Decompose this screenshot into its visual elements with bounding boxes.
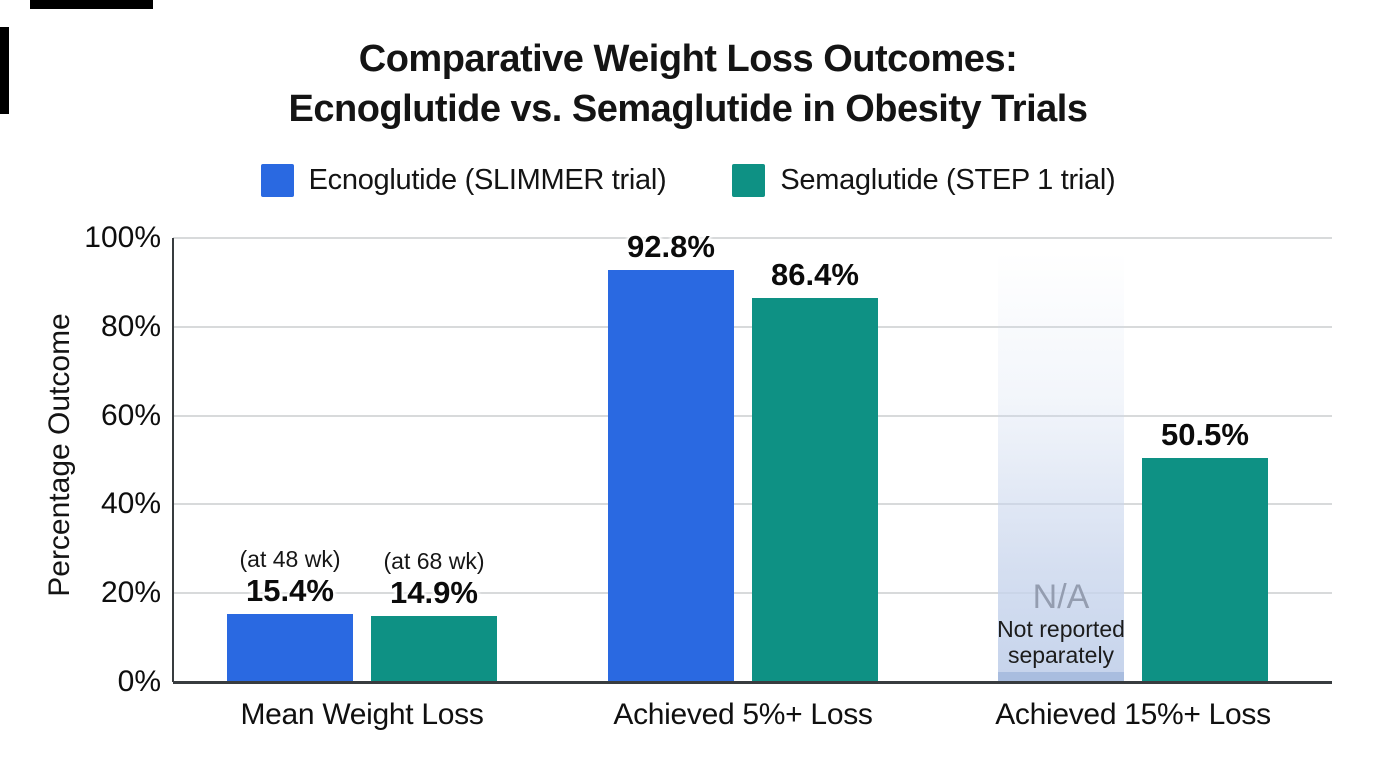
x-axis-category-label: Achieved 15%+ Loss	[995, 698, 1271, 731]
chart-title-line1: Comparative Weight Loss Outcomes:	[358, 38, 1018, 80]
bar-annotation: (at 68 wk)	[383, 547, 485, 574]
y-axis-line	[172, 238, 174, 682]
legend-swatch-ecnoglutide	[260, 164, 294, 197]
y-axis-tick-label: 80%	[100, 309, 161, 343]
bar	[608, 269, 734, 682]
x-axis-category-label: Mean Weight Loss	[240, 698, 484, 731]
chart-title-line2: Ecnoglutide vs. Semaglutide in Obesity T…	[288, 88, 1088, 130]
bar	[227, 613, 353, 682]
legend-item-semaglutide: Semaglutide (STEP 1 trial)	[732, 164, 1116, 197]
bar-annotation: (at 48 wk)	[239, 545, 341, 572]
legend-label-ecnoglutide: Ecnoglutide (SLIMMER trial)	[308, 164, 667, 196]
photo-border-artifact-top	[30, 0, 153, 9]
bar-value-label: 50.5%	[1161, 416, 1249, 452]
x-axis-category-label: Achieved 5%+ Loss	[613, 698, 873, 731]
legend-swatch-semaglutide	[732, 164, 766, 197]
photo-border-artifact-left	[0, 27, 9, 114]
chart-legend: Ecnoglutide (SLIMMER trial) Semaglutide …	[0, 164, 1376, 197]
gridline	[173, 237, 1332, 239]
bar	[752, 298, 878, 682]
y-axis-tick-label: 60%	[100, 398, 161, 432]
legend-item-ecnoglutide: Ecnoglutide (SLIMMER trial)	[260, 164, 667, 197]
legend-label-semaglutide: Semaglutide (STEP 1 trial)	[780, 164, 1116, 196]
bar-value-label: 86.4%	[771, 257, 859, 293]
na-note: Not reported separately	[997, 616, 1125, 668]
y-axis-tick-label: 100%	[84, 221, 161, 254]
y-axis-tick-label: 0%	[117, 665, 161, 698]
bar-value-label: 14.9%	[390, 574, 478, 610]
bar	[1142, 457, 1268, 682]
bar	[371, 615, 497, 682]
x-axis-line	[173, 681, 1332, 684]
na-residual-strip	[998, 672, 1124, 682]
y-axis-tick-label: 20%	[100, 576, 161, 610]
na-label: N/A	[1032, 578, 1090, 616]
na-ghost-column	[998, 252, 1124, 672]
bar-value-label: 15.4%	[246, 572, 334, 608]
bar-value-label: 92.8%	[627, 228, 715, 264]
y-axis-tick-label: 40%	[100, 487, 161, 521]
chart-title: Comparative Weight Loss Outcomes: Ecnogl…	[0, 34, 1376, 134]
